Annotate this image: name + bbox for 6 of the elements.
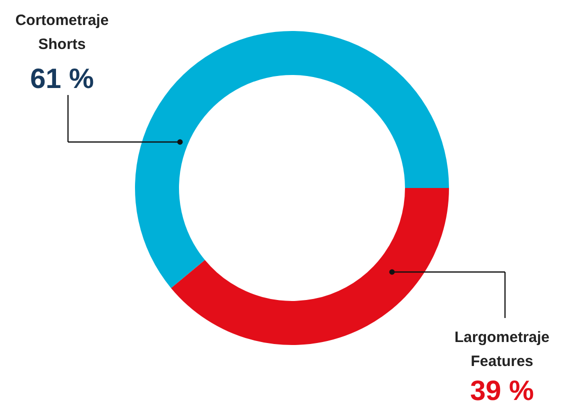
donut-slice bbox=[171, 188, 449, 345]
donut-slice bbox=[135, 31, 449, 288]
data-label: 61 % bbox=[30, 63, 94, 94]
slice-label: Largometraje Features bbox=[454, 329, 550, 370]
slice-label: Cortometraje Shorts bbox=[15, 12, 109, 53]
data-label: 39 % bbox=[470, 375, 534, 402]
